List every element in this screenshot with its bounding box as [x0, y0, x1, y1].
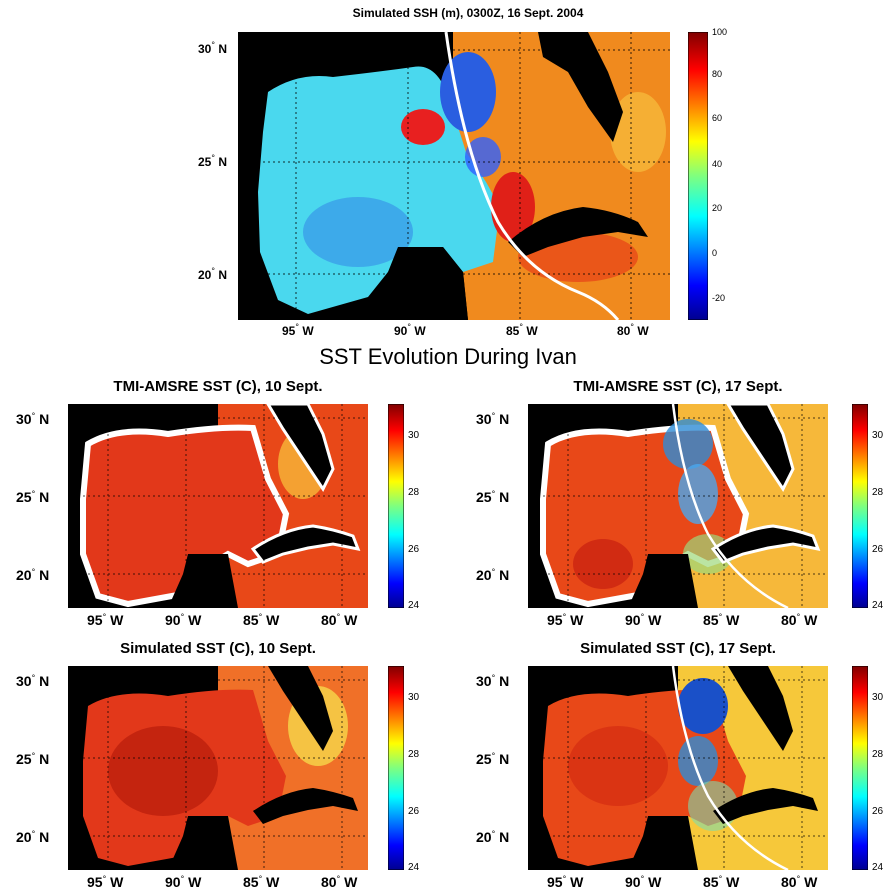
- sst-cbar-tick: 28: [408, 749, 420, 760]
- hurricane-track: [444, 32, 620, 320]
- sst-lon-90: 90° W: [625, 874, 662, 890]
- sst-lat-20: 20° N: [16, 829, 50, 845]
- sst-cbar-tick: 30: [408, 692, 420, 703]
- sst-map-tmi-10: [68, 404, 368, 608]
- sst-lon-85: 85° W: [703, 874, 740, 890]
- sst-colorbar-tmi-10: [388, 404, 404, 608]
- ssh-cbar-tick: 40: [712, 159, 723, 169]
- ssh-cbar-tick: 100: [712, 27, 728, 37]
- sst-lat-20: 20° N: [476, 567, 510, 583]
- sst-lon-95: 95° W: [547, 612, 584, 628]
- sst-lat-30: 30° N: [476, 673, 510, 689]
- ssh-lon-85: 85° W: [506, 322, 538, 338]
- sst-lon-85: 85° W: [243, 612, 280, 628]
- sst-lat-25: 25° N: [476, 751, 510, 767]
- sst-lon-90: 90° W: [165, 874, 202, 890]
- sst-lat-30: 30° N: [16, 673, 50, 689]
- sst-lon-80: 80° W: [321, 612, 358, 628]
- sst-lon-90: 90° W: [165, 612, 202, 628]
- ssh-lon-95: 95° W: [282, 322, 314, 338]
- sst-colorbar-sim-17: [852, 666, 868, 870]
- sst-lat-20: 20° N: [476, 829, 510, 845]
- panel-title-sim-17: Simulated SST (C), 17 Sept.: [580, 640, 776, 657]
- sst-lat-30: 30° N: [16, 411, 50, 427]
- sst-cbar-tick: 24: [408, 862, 420, 873]
- sst-lon-95: 95° W: [547, 874, 584, 890]
- sst-cbar-tick: 28: [872, 749, 884, 760]
- ssh-cbar-tick: 60: [712, 113, 723, 123]
- sst-cbar-tick: 30: [408, 430, 420, 441]
- sst-lon-85: 85° W: [703, 612, 740, 628]
- sst-lat-20: 20° N: [16, 567, 50, 583]
- ssh-map: [238, 32, 670, 320]
- sst-map-sim-10: [68, 666, 368, 870]
- sst-lat-25: 25° N: [476, 489, 510, 505]
- sst-cbar-tick: 24: [872, 600, 884, 611]
- ssh-lat-30: 30° N: [198, 40, 227, 56]
- sst-cbar-tick: 26: [408, 544, 420, 555]
- ssh-cbar-tick: 80: [712, 69, 723, 79]
- sst-lat-30: 30° N: [476, 411, 510, 427]
- sst-map-sim-17: [528, 666, 828, 870]
- sst-cbar-tick: 30: [872, 692, 884, 703]
- ssh-cbar-tick: 20: [712, 203, 723, 213]
- sst-lon-95: 95° W: [87, 612, 124, 628]
- sst-lon-95: 95° W: [87, 874, 124, 890]
- panel-title-tmi-10: TMI-AMSRE SST (C), 10 Sept.: [113, 378, 323, 395]
- sst-cbar-tick: 26: [408, 806, 420, 817]
- ssh-cbar-tick: -20: [712, 293, 726, 303]
- sst-lon-80: 80° W: [321, 874, 358, 890]
- sst-lon-80: 80° W: [781, 874, 818, 890]
- sst-lon-85: 85° W: [243, 874, 280, 890]
- sst-cbar-tick: 30: [872, 430, 884, 441]
- sst-cbar-tick: 26: [872, 806, 884, 817]
- ssh-lon-80: 80° W: [617, 322, 649, 338]
- sst-cbar-tick: 26: [872, 544, 884, 555]
- panel-title-tmi-17: TMI-AMSRE SST (C), 17 Sept.: [573, 378, 783, 395]
- panel-title-sim-10: Simulated SST (C), 10 Sept.: [120, 640, 316, 657]
- sst-cbar-tick: 24: [872, 862, 884, 873]
- ssh-lat-25: 25° N: [198, 153, 227, 169]
- sst-colorbar-tmi-17: [852, 404, 868, 608]
- ssh-cbar-tick: 0: [712, 248, 718, 258]
- ssh-lat-20: 20° N: [198, 266, 227, 282]
- sst-lon-90: 90° W: [625, 612, 662, 628]
- sst-colorbar-sim-10: [388, 666, 404, 870]
- sst-cbar-tick: 28: [408, 487, 420, 498]
- sst-lat-25: 25° N: [16, 751, 50, 767]
- section-title: SST Evolution During Ivan: [319, 344, 577, 369]
- sst-cbar-tick: 28: [872, 487, 884, 498]
- ssh-lon-90: 90° W: [394, 322, 426, 338]
- sst-lat-25: 25° N: [16, 489, 50, 505]
- sst-lon-80: 80° W: [781, 612, 818, 628]
- sst-map-tmi-17: [528, 404, 828, 608]
- ssh-map-title: Simulated SSH (m), 0300Z, 16 Sept. 2004: [352, 6, 584, 20]
- sst-cbar-tick: 24: [408, 600, 420, 611]
- ssh-colorbar: [688, 32, 708, 320]
